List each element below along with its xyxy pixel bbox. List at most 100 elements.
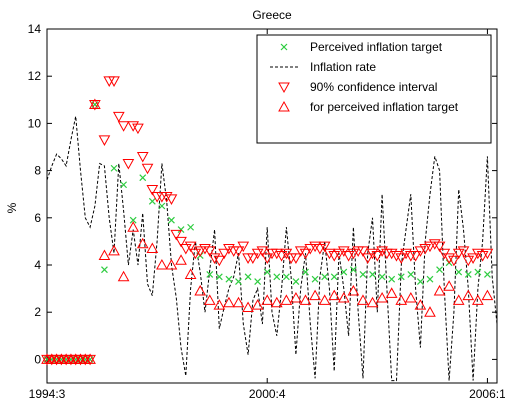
data-point — [179, 243, 192, 255]
data-point — [452, 248, 465, 260]
y-tick-label: 14 — [28, 22, 42, 36]
data-point — [462, 289, 475, 301]
data-point — [311, 275, 319, 283]
data-point — [366, 296, 379, 308]
legend-label: for perceived inflation target — [310, 100, 459, 114]
data-point — [433, 241, 446, 253]
legend-swatch — [278, 82, 290, 94]
data-point — [426, 275, 434, 283]
data-point — [156, 258, 168, 270]
data-point — [273, 273, 281, 281]
data-point — [232, 246, 245, 257]
data-point — [294, 246, 307, 257]
series-triangle-up — [41, 98, 494, 364]
data-point — [175, 236, 187, 248]
y-tick-label: 2 — [34, 305, 41, 319]
data-point — [194, 284, 207, 296]
data-point — [261, 253, 274, 264]
data-point — [235, 278, 242, 285]
data-point — [433, 284, 446, 296]
data-point — [270, 248, 283, 260]
data-point — [261, 294, 274, 305]
data-point — [467, 253, 479, 264]
data-point — [165, 194, 178, 205]
legend-swatch — [280, 43, 288, 51]
data-point — [323, 248, 336, 260]
y-tick-label: 4 — [34, 258, 41, 272]
x-tick-label: 2006:1 — [469, 387, 505, 401]
data-point — [309, 289, 321, 301]
data-point — [89, 98, 101, 110]
data-point — [251, 248, 264, 260]
data-point — [136, 237, 149, 249]
data-point — [141, 163, 154, 175]
data-point — [390, 251, 403, 262]
data-point — [98, 249, 111, 261]
data-point — [330, 273, 338, 281]
x-tick-label: 1994:3 — [29, 387, 66, 401]
data-point — [158, 202, 166, 210]
data-point — [419, 243, 432, 255]
legend-label: 90% confidence interval — [310, 80, 437, 94]
data-point — [309, 241, 321, 253]
data-point — [457, 246, 470, 257]
data-point — [484, 271, 491, 278]
data-point — [443, 253, 455, 264]
data-point — [400, 248, 412, 260]
data-point — [98, 135, 111, 146]
x-axis: 1994:3 2000:4 2006:1 — [29, 29, 505, 401]
data-point — [223, 243, 235, 255]
data-point — [357, 246, 369, 257]
data-point — [247, 253, 259, 264]
data-point — [472, 248, 484, 260]
data-point — [275, 251, 288, 262]
data-point — [215, 273, 223, 281]
data-point — [407, 271, 415, 278]
chart-title: Greece — [252, 8, 292, 22]
data-point — [424, 306, 436, 317]
data-point — [371, 251, 384, 262]
legend-box — [256, 34, 492, 144]
y-tick-label: 8 — [34, 164, 41, 178]
data-point — [414, 299, 427, 310]
data-point — [464, 271, 472, 278]
data-point — [184, 268, 197, 279]
data-point — [328, 251, 341, 262]
data-point — [122, 159, 135, 170]
data-point — [270, 296, 283, 308]
data-point — [290, 292, 302, 303]
data-point — [328, 289, 341, 301]
data-point — [414, 246, 427, 257]
data-point — [132, 123, 144, 135]
data-point — [165, 258, 178, 270]
data-point — [101, 266, 108, 274]
data-point — [369, 271, 376, 278]
data-point — [290, 253, 302, 264]
data-point — [337, 292, 350, 303]
legend-label: Perceived inflation target — [310, 40, 443, 54]
data-point — [218, 248, 230, 260]
data-point — [213, 299, 226, 310]
data-point — [481, 248, 494, 260]
data-point — [232, 296, 245, 308]
data-point — [256, 246, 269, 257]
data-point — [208, 253, 221, 264]
data-point — [347, 248, 360, 260]
data-point — [424, 241, 436, 253]
data-point — [146, 184, 159, 196]
data-point — [428, 239, 441, 250]
data-point — [448, 255, 460, 267]
data-point — [416, 278, 424, 285]
data-point — [472, 294, 484, 305]
data-point — [347, 284, 360, 296]
data-point — [342, 251, 355, 262]
data-point — [146, 242, 159, 253]
legend-swatch — [278, 100, 290, 112]
legend: Perceived inflation target Inflation rate… — [256, 34, 492, 144]
data-point — [242, 301, 254, 312]
data-point — [129, 216, 137, 224]
data-point — [189, 248, 202, 260]
data-point — [378, 273, 386, 281]
data-point — [397, 273, 405, 281]
data-point — [462, 255, 475, 267]
